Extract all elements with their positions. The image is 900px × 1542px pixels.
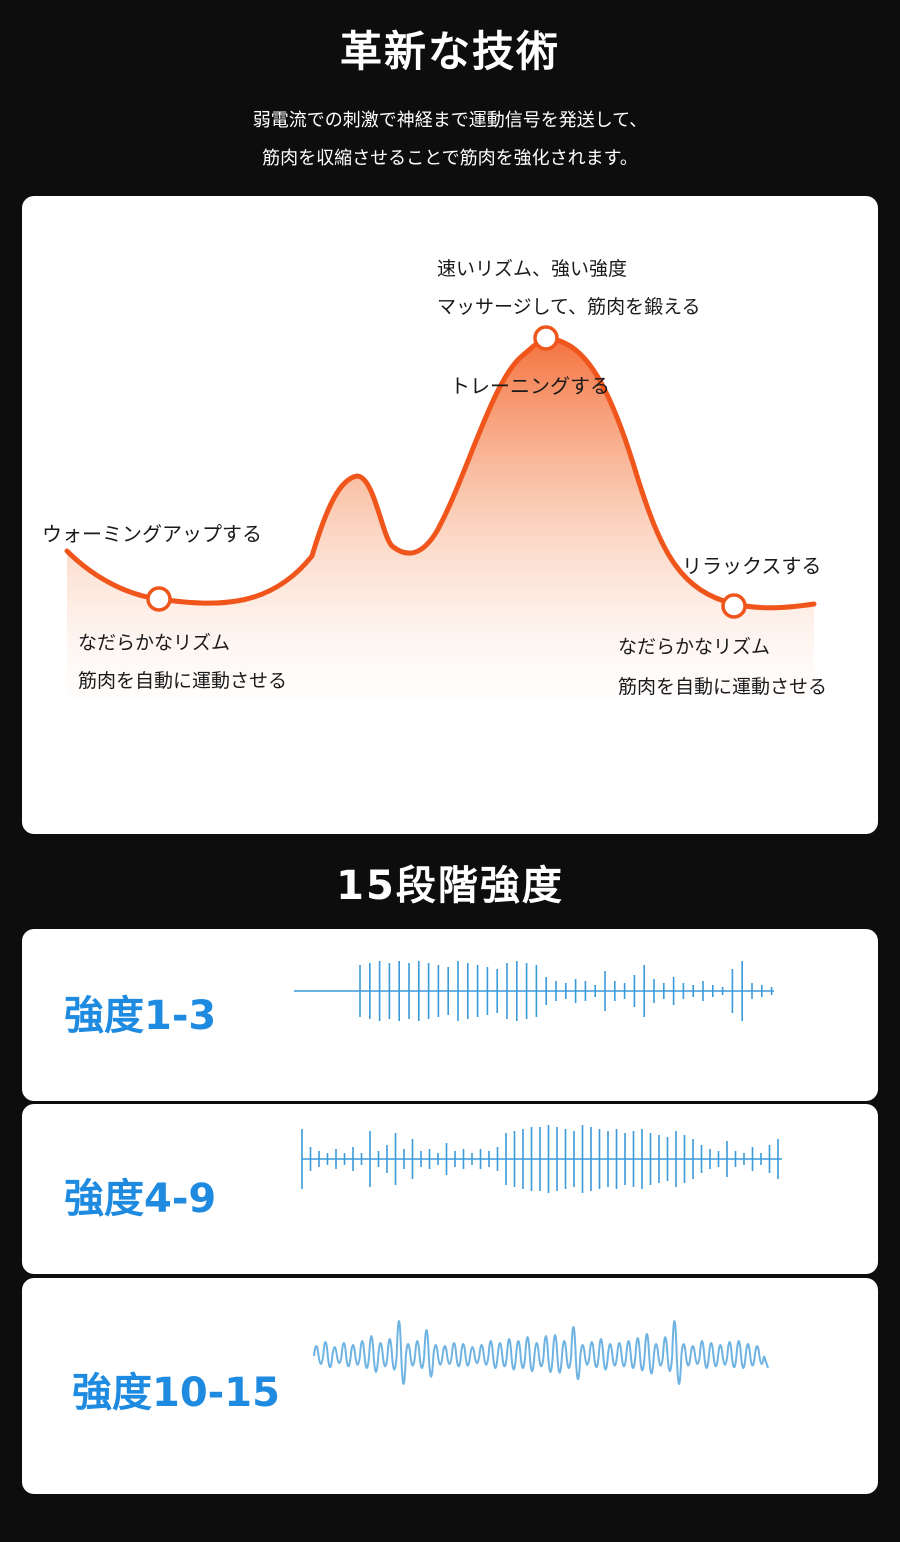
marker-right	[721, 593, 747, 619]
curve-area-fill	[67, 338, 814, 701]
relax-label: リラックスする	[682, 554, 822, 578]
rhythm-curve-graphic	[64, 325, 817, 701]
intensity-card-high: 強度10-15	[22, 1278, 878, 1494]
description-line-2: 筋肉を収縮させることで筋肉を強化されます。	[262, 148, 638, 169]
peak-label-line-3: トレーニングする	[450, 374, 610, 398]
intensity-card-low: 強度1-3	[22, 929, 878, 1101]
right-desc-line-1: なだらかなリズム	[618, 636, 771, 658]
left-desc-line-1: なだらかなリズム	[78, 632, 231, 654]
wave-stroke	[313, 1320, 769, 1385]
right-desc-line-2: 筋肉を自動に運動させる	[618, 676, 828, 698]
peak-label-line-2: マッサージして、筋肉を鍛える	[437, 296, 701, 318]
rhythm-curve-card: 速いリズム、強い強度 マッサージして、筋肉を鍛える トレーニングする ウォーミン…	[22, 196, 878, 834]
peak-label-line-1: 速いリズム、強い強度	[437, 258, 628, 280]
pulse-wave-low	[294, 961, 774, 1021]
curve-line	[64, 335, 817, 611]
intensity-label-high: 強度10-15	[72, 1370, 280, 1416]
intensity-label-mid: 強度4-9	[64, 1176, 217, 1222]
pulse-wave-high	[313, 1320, 769, 1385]
intensity-label-low: 強度1-3	[64, 993, 217, 1039]
section-title-technology: 革新な技術	[339, 27, 560, 76]
pulse-wave-mid	[301, 1125, 782, 1193]
marker-left	[146, 586, 172, 612]
section-title-intensity: 15段階強度	[336, 863, 564, 909]
description-line-1: 弱電流での刺激で神経まで運動信号を発送して、	[252, 110, 648, 131]
marker-peak	[533, 325, 559, 351]
warmup-label: ウォーミングアップする	[42, 522, 262, 546]
intensity-card-mid: 強度4-9	[22, 1104, 878, 1274]
left-desc-line-2: 筋肉を自動に運動させる	[78, 670, 288, 692]
